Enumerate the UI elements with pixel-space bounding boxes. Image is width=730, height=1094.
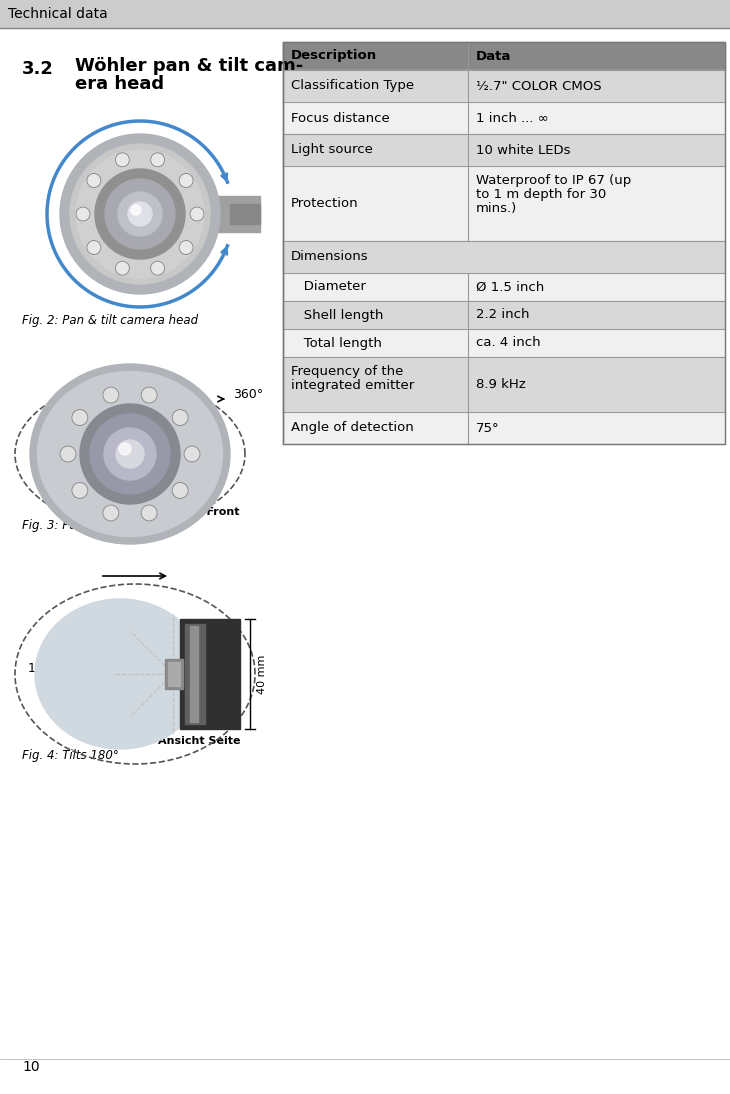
Text: era head: era head xyxy=(75,75,164,93)
Text: Fig. 2: Pan & tilt camera head: Fig. 2: Pan & tilt camera head xyxy=(22,314,198,327)
Circle shape xyxy=(179,241,193,255)
Circle shape xyxy=(131,205,141,216)
Text: 360°: 360° xyxy=(233,387,263,400)
Bar xyxy=(283,412,725,444)
Text: Ansicht Seite: Ansicht Seite xyxy=(158,736,240,746)
Circle shape xyxy=(60,446,76,462)
Bar xyxy=(283,301,725,329)
Circle shape xyxy=(103,387,119,403)
Ellipse shape xyxy=(76,150,204,278)
Bar xyxy=(283,70,725,102)
Text: Wöhler pan & tilt cam-: Wöhler pan & tilt cam- xyxy=(75,57,303,75)
Ellipse shape xyxy=(37,372,223,536)
Text: Ansicht Front: Ansicht Front xyxy=(156,507,240,517)
Bar xyxy=(180,619,240,729)
Circle shape xyxy=(72,482,88,499)
Bar xyxy=(283,166,725,241)
Circle shape xyxy=(76,207,90,221)
Text: to 1 m depth for 30: to 1 m depth for 30 xyxy=(476,188,606,201)
Text: 3.2: 3.2 xyxy=(22,60,54,78)
Circle shape xyxy=(150,153,164,166)
Circle shape xyxy=(87,174,101,187)
Text: Dimensions: Dimensions xyxy=(291,251,369,264)
Text: Technical data: Technical data xyxy=(8,7,108,21)
Circle shape xyxy=(179,174,193,187)
Circle shape xyxy=(184,446,200,462)
Text: 180°: 180° xyxy=(28,663,58,675)
Bar xyxy=(190,626,198,722)
Circle shape xyxy=(72,409,88,426)
Text: 2.2 inch: 2.2 inch xyxy=(476,309,529,322)
Circle shape xyxy=(141,505,157,521)
Text: Protection: Protection xyxy=(291,197,358,210)
Bar xyxy=(0,0,730,28)
Text: Focus distance: Focus distance xyxy=(291,112,390,125)
Circle shape xyxy=(87,241,101,255)
Text: Data: Data xyxy=(476,49,512,62)
Text: Total length: Total length xyxy=(291,337,382,349)
Bar xyxy=(283,42,725,70)
Ellipse shape xyxy=(30,364,230,544)
Circle shape xyxy=(150,261,164,276)
Text: Classification Type: Classification Type xyxy=(291,80,414,93)
Bar xyxy=(230,203,260,224)
Circle shape xyxy=(172,482,188,499)
Text: Fig. 3: Pans through 360°: Fig. 3: Pans through 360° xyxy=(22,519,173,532)
Circle shape xyxy=(115,261,129,276)
Text: Light source: Light source xyxy=(291,143,373,156)
Circle shape xyxy=(80,404,180,504)
Text: 1 inch ... ∞: 1 inch ... ∞ xyxy=(476,112,549,125)
Circle shape xyxy=(116,440,144,468)
Bar xyxy=(283,274,725,301)
Bar xyxy=(168,662,180,686)
Text: Waterproof to IP 67 (up: Waterproof to IP 67 (up xyxy=(476,174,631,187)
Circle shape xyxy=(118,193,162,236)
Text: ca. 4 inch: ca. 4 inch xyxy=(476,337,541,349)
Bar xyxy=(283,133,725,166)
Text: 40 mm: 40 mm xyxy=(257,654,267,694)
Text: Description: Description xyxy=(291,49,377,62)
Text: 8.9 kHz: 8.9 kHz xyxy=(476,379,526,391)
Circle shape xyxy=(172,409,188,426)
Circle shape xyxy=(119,443,131,455)
Bar xyxy=(283,102,725,133)
Circle shape xyxy=(190,207,204,221)
Text: Angle of detection: Angle of detection xyxy=(291,421,414,434)
Text: mins.): mins.) xyxy=(476,202,518,216)
Bar xyxy=(180,196,260,232)
Text: Fig. 4: Tilts 180°: Fig. 4: Tilts 180° xyxy=(22,749,119,763)
Text: Ø 1.5 inch: Ø 1.5 inch xyxy=(476,280,545,293)
Text: integrated emitter: integrated emitter xyxy=(291,379,414,392)
Bar xyxy=(165,659,183,689)
Circle shape xyxy=(103,505,119,521)
Text: 10: 10 xyxy=(22,1060,39,1074)
Bar xyxy=(283,241,725,274)
Text: Diameter: Diameter xyxy=(291,280,366,293)
Bar xyxy=(185,624,205,724)
Ellipse shape xyxy=(60,133,220,294)
Bar xyxy=(283,329,725,357)
Text: Shell length: Shell length xyxy=(291,309,383,322)
Circle shape xyxy=(90,414,170,494)
Text: Frequency of the: Frequency of the xyxy=(291,365,404,379)
Ellipse shape xyxy=(35,600,205,749)
Circle shape xyxy=(104,428,156,480)
Bar xyxy=(283,357,725,412)
Circle shape xyxy=(141,387,157,403)
Text: ½.7" COLOR CMOS: ½.7" COLOR CMOS xyxy=(476,80,602,93)
Ellipse shape xyxy=(70,144,210,284)
Circle shape xyxy=(95,168,185,259)
Circle shape xyxy=(105,179,175,249)
Text: 10 white LEDs: 10 white LEDs xyxy=(476,143,571,156)
Text: 75°: 75° xyxy=(476,421,499,434)
Circle shape xyxy=(115,153,129,166)
Circle shape xyxy=(128,202,152,226)
Bar xyxy=(283,42,725,444)
